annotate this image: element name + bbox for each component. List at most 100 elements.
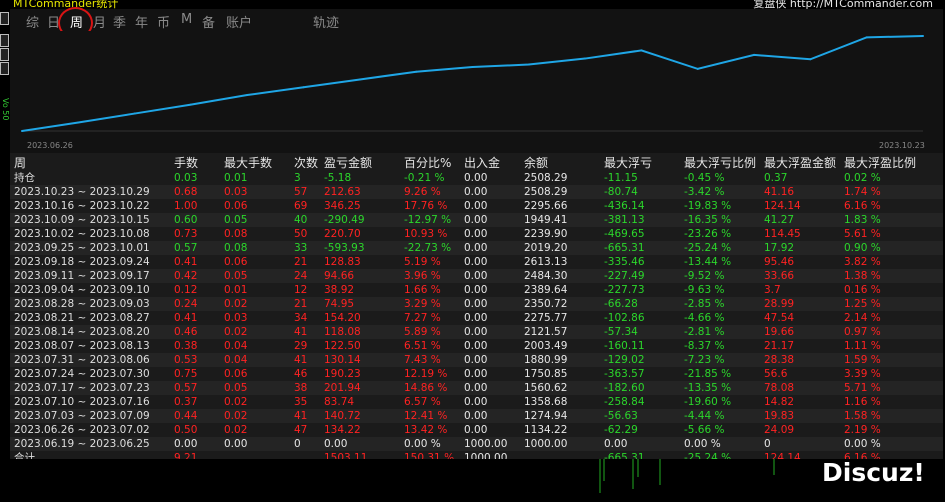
cell-balance: 2019.20 (524, 242, 568, 254)
cell-max-lots: 0.06 (224, 256, 248, 268)
cell-max-drawdown-pct: -7.23 % (684, 354, 725, 366)
cell-pct: 10.93 % (404, 228, 448, 240)
header-max-drawdown[interactable]: 最大浮亏 (604, 156, 653, 170)
cell-max-lots: 0.08 (224, 242, 248, 254)
top-bar: MTCommander统计 复盘侠 http://MTCommander.com (0, 0, 945, 9)
header-max-lots[interactable]: 最大手数 (224, 156, 273, 170)
side-button-3[interactable] (0, 48, 9, 61)
cell-balance: 1274.94 (524, 410, 568, 422)
cell-pnl: 134.22 (324, 424, 361, 436)
equity-chart: 2023.06.26 2023.10.23 (10, 31, 943, 153)
cell-pct: 7.27 % (404, 312, 441, 324)
tab-4[interactable]: 季 (113, 16, 127, 31)
cell-max-drawdown: -56.63 (604, 410, 638, 422)
cell-balance: 1560.62 (524, 382, 568, 394)
table-row[interactable]: 2023.08.14 ~ 2023.08.20 0.46 0.02 41 118.08 5… (10, 325, 943, 339)
header-count[interactable]: 次数 (294, 156, 319, 170)
cell-max-drawdown-pct: -5.66 % (684, 424, 725, 436)
table-row[interactable]: 2023.10.02 ~ 2023.10.08 0.73 0.08 50 220.70 1… (10, 227, 943, 241)
cell-max-drawdown-pct: -4.44 % (684, 410, 725, 422)
cell-pct: 5.19 % (404, 256, 441, 268)
cell-pct: -22.73 % (404, 242, 452, 254)
cell-lots: 0.50 (174, 424, 198, 436)
equity-point-5 (302, 86, 305, 89)
cell-period: 2023.07.17 ~ 2023.07.23 (14, 382, 150, 394)
table-row[interactable]: 2023.10.09 ~ 2023.10.15 0.60 0.05 40 -290.49… (10, 213, 943, 227)
side-button-4[interactable] (0, 62, 9, 75)
cell-max-floating-profit-pct: 6.16 % (844, 200, 881, 212)
tab-10[interactable]: 轨迹 (313, 16, 340, 31)
equity-point-10 (584, 57, 587, 60)
cell-max-floating-profit: 41.27 (764, 214, 795, 226)
cell-period: 2023.08.28 ~ 2023.09.03 (14, 298, 150, 310)
header-max-floating-profit-pct[interactable]: 最大浮盈比例 (844, 156, 917, 170)
header-pct[interactable]: 百分比% (404, 156, 452, 170)
tab-2[interactable]: 周 (70, 16, 84, 31)
table-row[interactable]: 2023.09.04 ~ 2023.09.10 0.12 0.01 12 38.92 1.… (10, 283, 943, 297)
tab-5[interactable]: 年 (135, 16, 149, 31)
table-row[interactable]: 2023.10.16 ~ 2023.10.22 1.00 0.06 69 346.25 1… (10, 199, 943, 213)
cell-deposit: 0.00 (464, 424, 488, 436)
tab-9[interactable]: 账户 (226, 16, 253, 31)
table-row[interactable]: 2023.06.26 ~ 2023.07.02 0.50 0.02 47 134.22 1… (10, 423, 943, 437)
table-row[interactable]: 2023.06.19 ~ 2023.06.25 0.00 0.00 0 0.00 0.00… (10, 437, 943, 451)
tab-1[interactable]: 日 (47, 16, 61, 31)
table-row[interactable]: 2023.09.11 ~ 2023.09.17 0.42 0.05 24 94.66 3.… (10, 269, 943, 283)
tab-0[interactable]: 综 (26, 16, 40, 31)
side-button-2[interactable] (0, 34, 9, 47)
header-pnl[interactable]: 盈亏金额 (324, 156, 373, 170)
holding-row[interactable]: 持仓 0.03 0.01 3 -5.18 -0.21 % 0.00 2508.29 -11.15… (10, 171, 943, 185)
header-period[interactable]: 周 (14, 156, 27, 170)
table-row[interactable]: 2023.10.23 ~ 2023.10.29 0.68 0.03 57 212.63 9… (10, 185, 943, 199)
cell-pct: -12.97 % (404, 214, 452, 226)
cell-lots: 0.60 (174, 214, 198, 226)
cell-max-floating-profit: 3.7 (764, 284, 781, 296)
table-row[interactable]: 2023.08.21 ~ 2023.08.27 0.41 0.03 34 154.20 7… (10, 311, 943, 325)
cell-lots: 0.03 (174, 172, 198, 184)
cell-max-floating-profit: 41.16 (764, 186, 795, 198)
cell-balance: 2350.72 (524, 298, 568, 310)
table-row[interactable]: 2023.07.24 ~ 2023.07.30 0.75 0.06 46 190.23 1… (10, 367, 943, 381)
cell-max-floating-profit: 14.82 (764, 396, 795, 408)
cell-pnl: 346.25 (324, 200, 361, 212)
header-lots[interactable]: 手数 (174, 156, 199, 170)
cell-max-lots: 0.00 (224, 438, 248, 450)
cell-max-floating-profit: 78.08 (764, 382, 795, 394)
cell-pnl: 130.14 (324, 354, 361, 366)
tab-7[interactable]: M (181, 12, 193, 27)
side-label: Vo 50 (1, 98, 10, 121)
tab-6[interactable]: 币 (157, 16, 171, 31)
header-max-floating-profit[interactable]: 最大浮盈金额 (764, 156, 837, 170)
cell-max-floating-profit-pct: 1.74 % (844, 186, 881, 198)
table-row[interactable]: 2023.08.07 ~ 2023.08.13 0.38 0.04 29 122.50 6… (10, 339, 943, 353)
table-row[interactable]: 2023.09.18 ~ 2023.09.24 0.41 0.06 21 128.83 5… (10, 255, 943, 269)
table-row[interactable]: 2023.08.28 ~ 2023.09.03 0.24 0.02 21 74.95 3.… (10, 297, 943, 311)
cell-max-floating-profit: 28.99 (764, 298, 795, 310)
cell-max-drawdown-pct: -23.26 % (684, 228, 732, 240)
header-deposit[interactable]: 出入金 (464, 156, 501, 170)
cell-pct: 3.29 % (404, 298, 441, 310)
equity-point-2 (133, 112, 136, 115)
table-row[interactable]: 2023.07.03 ~ 2023.07.09 0.44 0.02 41 140.72 1… (10, 409, 943, 423)
cell-lots: 0.57 (174, 242, 198, 254)
brand-link[interactable]: 复盘侠 http://MTCommander.com (753, 0, 933, 9)
table-row[interactable]: 2023.07.10 ~ 2023.07.16 0.37 0.02 35 83.74 6.… (10, 395, 943, 409)
cell-deposit: 0.00 (464, 200, 488, 212)
table-header: 周 手数 最大手数 次数 盈亏金额 百分比% 出入金 余额 最大浮亏 最大浮亏比例 最大浮盈金额 最大… (10, 156, 943, 171)
tab-8[interactable]: 备 (202, 16, 216, 31)
cell-max-floating-profit-pct: 2.19 % (844, 424, 881, 436)
cell-max-drawdown: -62.29 (604, 424, 638, 436)
table-row[interactable]: 2023.07.31 ~ 2023.08.06 0.53 0.04 41 130.14 7… (10, 353, 943, 367)
header-balance[interactable]: 余额 (524, 156, 549, 170)
tab-3[interactable]: 月 (93, 16, 107, 31)
table-row[interactable]: 2023.07.17 ~ 2023.07.23 0.57 0.05 38 201.94 1… (10, 381, 943, 395)
cell-pnl: -5.18 (324, 172, 352, 184)
cell-period: 2023.10.09 ~ 2023.10.15 (14, 214, 150, 226)
cell-max-drawdown-pct: -0.45 % (684, 172, 725, 184)
side-button-1[interactable] (0, 12, 9, 25)
cell-max-floating-profit: 56.6 (764, 368, 788, 380)
cell-max-drawdown-pct: -13.44 % (684, 256, 732, 268)
cell-max-lots: 0.03 (224, 186, 248, 198)
header-max-drawdown-pct[interactable]: 最大浮亏比例 (684, 156, 757, 170)
table-row[interactable]: 2023.09.25 ~ 2023.10.01 0.57 0.08 33 -593.93… (10, 241, 943, 255)
